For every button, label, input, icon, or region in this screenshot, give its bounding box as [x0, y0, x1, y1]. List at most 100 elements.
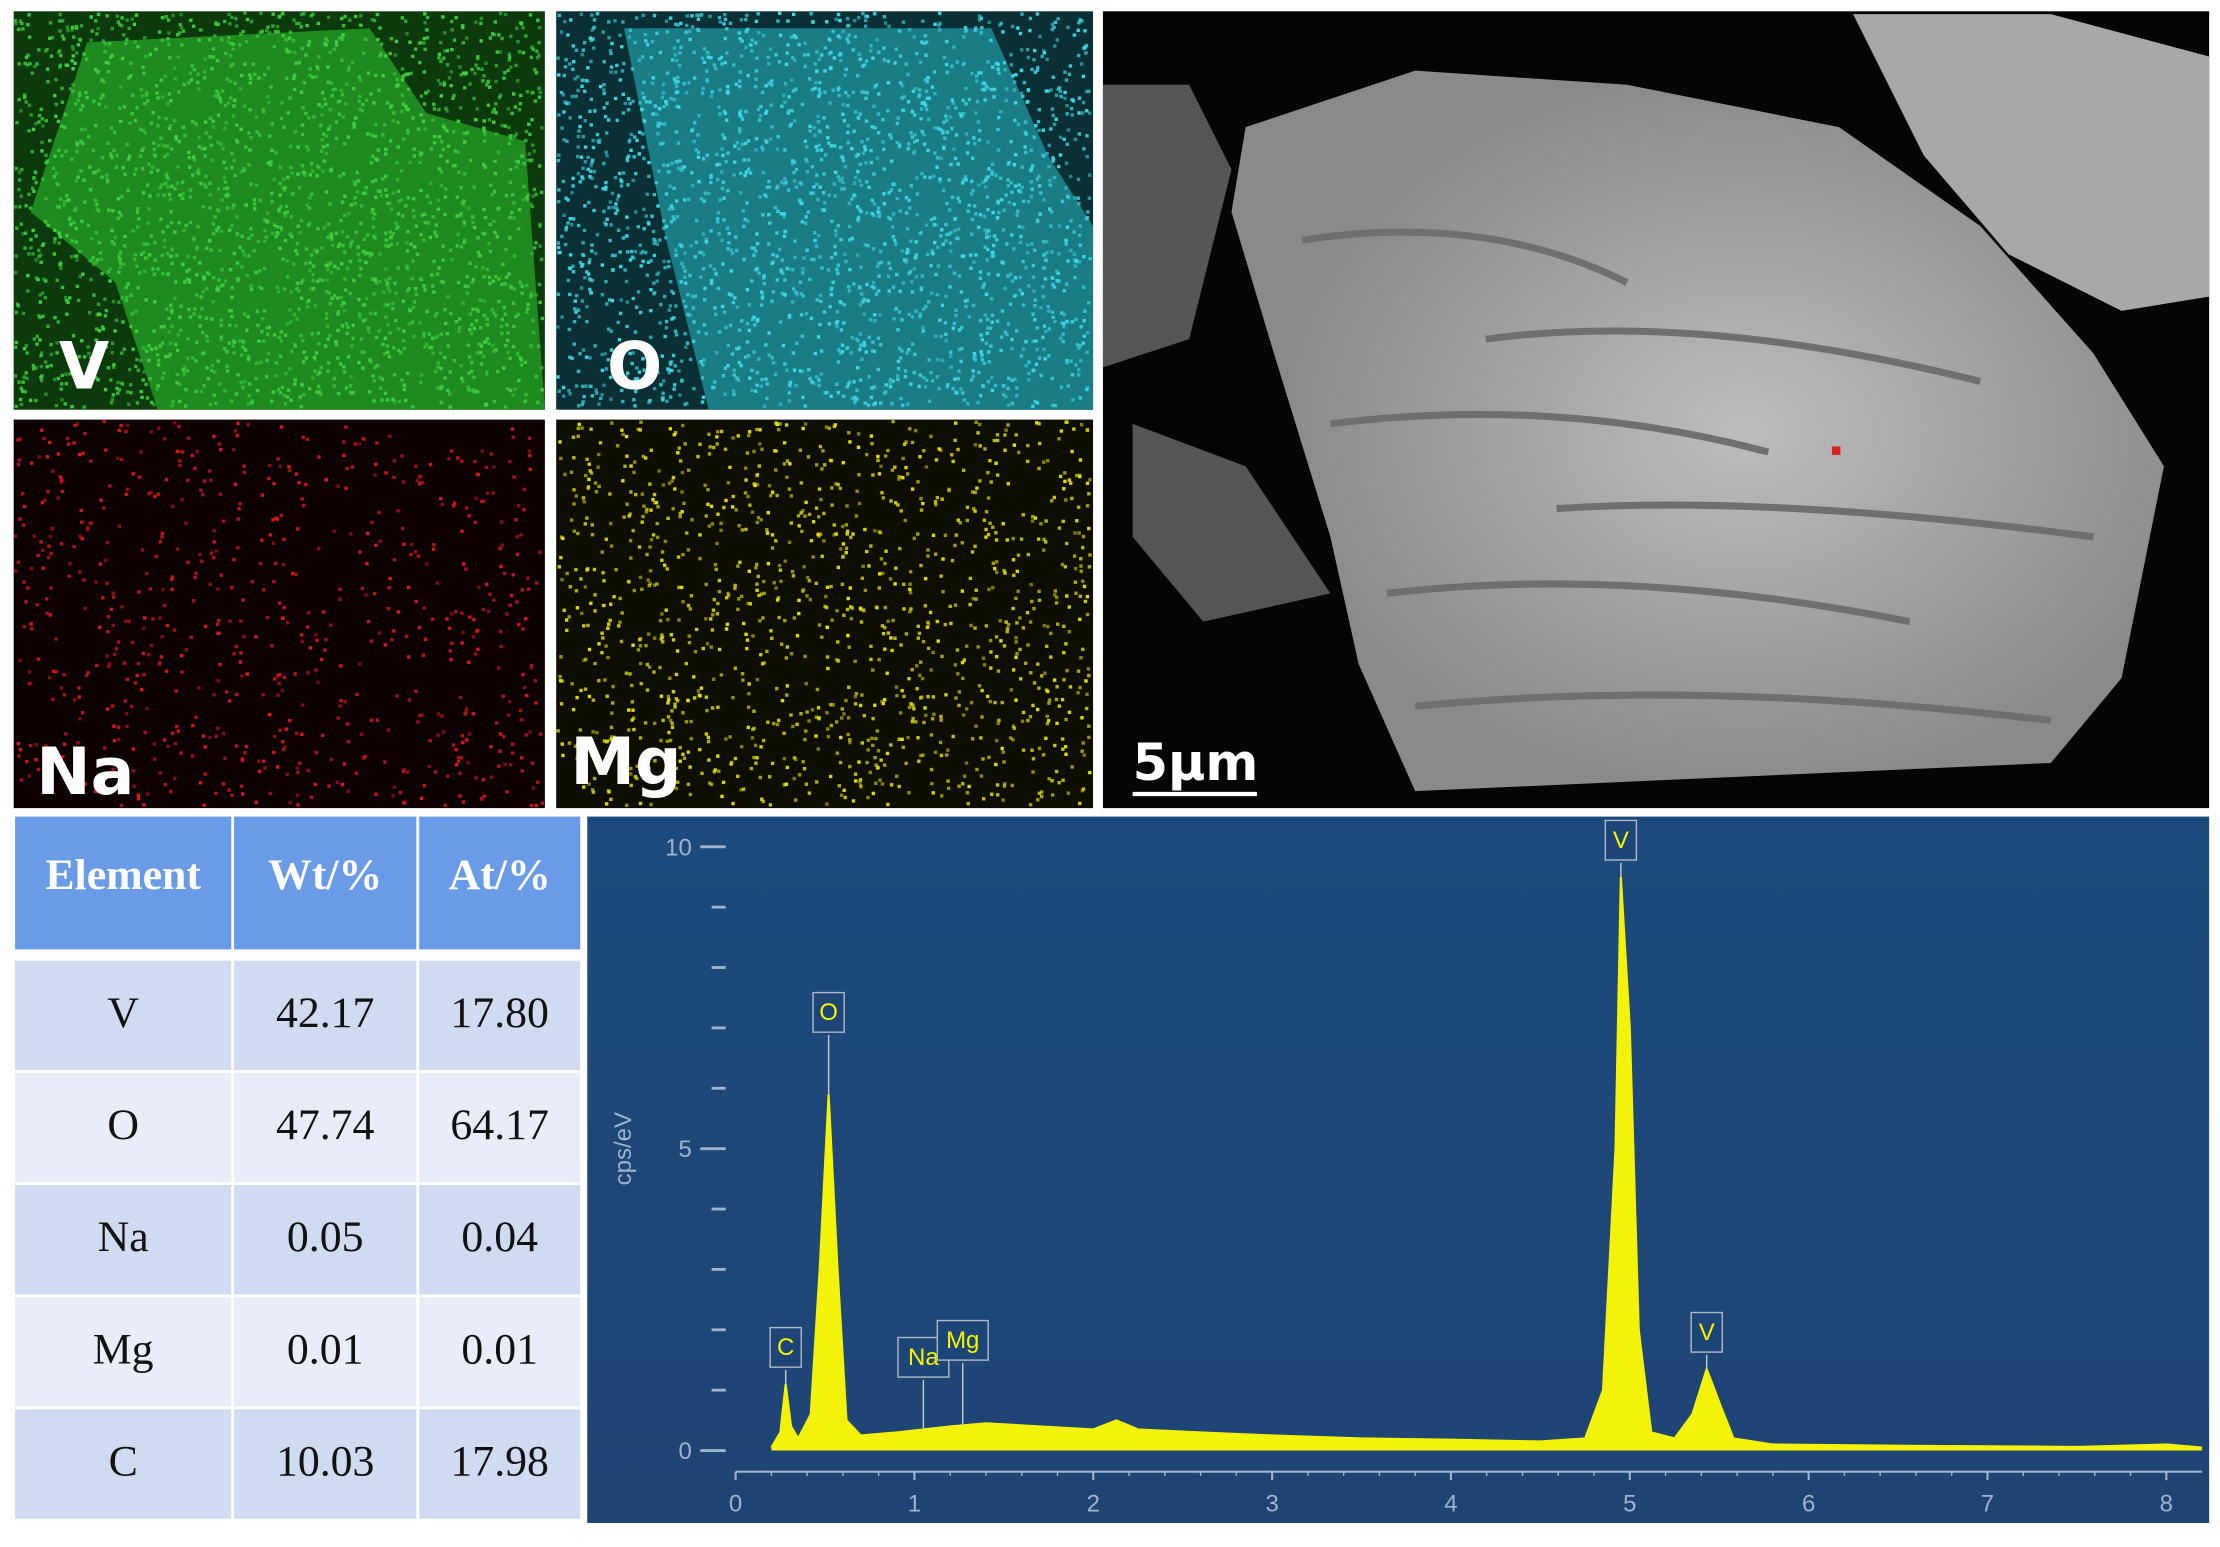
map-dot: [665, 102, 669, 107]
map-dot: [997, 210, 1001, 215]
map-dot: [950, 195, 955, 199]
map-dot: [70, 239, 74, 243]
map-dot: [380, 377, 385, 382]
map-dot: [187, 165, 192, 169]
map-dot: [242, 253, 247, 257]
map-dot: [124, 285, 128, 290]
map-dot: [818, 91, 822, 95]
map-dot: [745, 287, 750, 292]
map-dot: [394, 39, 399, 44]
map-dot: [614, 202, 618, 206]
map-dot: [1029, 168, 1033, 173]
map-dot: [482, 162, 486, 167]
map-dot: [60, 373, 64, 378]
map-dot: [158, 540, 163, 544]
map-dot: [590, 160, 594, 165]
map-dot: [248, 73, 252, 77]
map-dot: [960, 181, 965, 185]
map-dot: [500, 331, 504, 336]
map-dot: [508, 603, 512, 607]
map-dot: [288, 308, 292, 312]
map-dot: [913, 352, 917, 357]
map-dot: [921, 101, 925, 105]
map-dot: [794, 383, 798, 388]
map-dot: [1086, 210, 1090, 214]
map-dot: [1010, 279, 1015, 283]
map-dot: [87, 258, 92, 263]
map-dot: [718, 112, 722, 116]
map-dot: [1051, 113, 1055, 118]
map-dot: [296, 527, 300, 531]
map-dot: [276, 30, 281, 34]
map-dot: [233, 81, 237, 86]
map-dot: [1084, 109, 1089, 113]
map-dot: [651, 76, 655, 80]
map-dot: [918, 231, 923, 236]
map-dot: [480, 449, 484, 453]
map-dot: [744, 29, 749, 34]
map-dot: [423, 288, 427, 292]
map-dot: [270, 200, 274, 204]
map-dot: [230, 166, 234, 170]
map-dot: [275, 285, 280, 290]
map-dot: [635, 138, 639, 143]
map-dot: [705, 69, 709, 73]
map-dot: [600, 263, 605, 267]
map-dot: [703, 286, 707, 291]
map-dot: [257, 339, 261, 343]
map-dot: [925, 107, 929, 112]
map-dot: [228, 79, 233, 84]
map-dot: [105, 654, 110, 658]
map-dot: [27, 192, 31, 197]
map-dot: [414, 224, 419, 228]
map-dot: [930, 249, 935, 253]
map-dot: [571, 44, 575, 48]
map-dot: [696, 330, 701, 334]
map-dot: [467, 660, 471, 665]
map-dot: [754, 148, 758, 152]
map-dot: [1010, 378, 1015, 383]
map-dot: [613, 96, 618, 101]
map-dot: [716, 220, 720, 224]
map-dot: [115, 386, 119, 391]
map-dot: [145, 91, 149, 95]
map-dot: [492, 399, 497, 404]
map-dot: [333, 264, 337, 269]
map-dot: [909, 183, 913, 188]
map-dot: [540, 126, 544, 130]
map-dot: [845, 384, 850, 389]
map-dot: [483, 132, 487, 137]
map-dot: [1057, 164, 1061, 169]
map-dot: [667, 308, 671, 312]
map-dot: [227, 699, 232, 703]
map-dot: [577, 129, 581, 133]
map-dot: [870, 125, 874, 129]
map-dot: [149, 170, 153, 174]
map-dot: [74, 206, 78, 210]
map-dot: [953, 217, 957, 221]
map-dot: [41, 124, 45, 128]
map-dot: [203, 183, 207, 187]
map-dot: [348, 244, 353, 249]
map-dot: [54, 102, 59, 107]
map-dot: [92, 262, 96, 267]
map-dot: [650, 81, 655, 86]
map-dot: [930, 379, 935, 383]
map-dot: [1077, 21, 1081, 25]
map-dot: [1044, 329, 1048, 333]
map-dot: [154, 554, 158, 559]
map-dot: [970, 71, 974, 76]
map-dot: [1085, 350, 1089, 355]
map-dot: [882, 202, 887, 206]
map-dot: [790, 109, 794, 113]
map-dot: [720, 186, 725, 191]
map-dot: [30, 71, 35, 75]
map-dot: [829, 293, 834, 297]
map-dot: [999, 110, 1003, 114]
map-dot: [1073, 196, 1077, 200]
map-dot: [609, 397, 613, 401]
map-dot: [51, 166, 56, 171]
map-dot: [52, 252, 57, 256]
map-dot: [581, 134, 586, 139]
map-dot: [718, 20, 723, 24]
